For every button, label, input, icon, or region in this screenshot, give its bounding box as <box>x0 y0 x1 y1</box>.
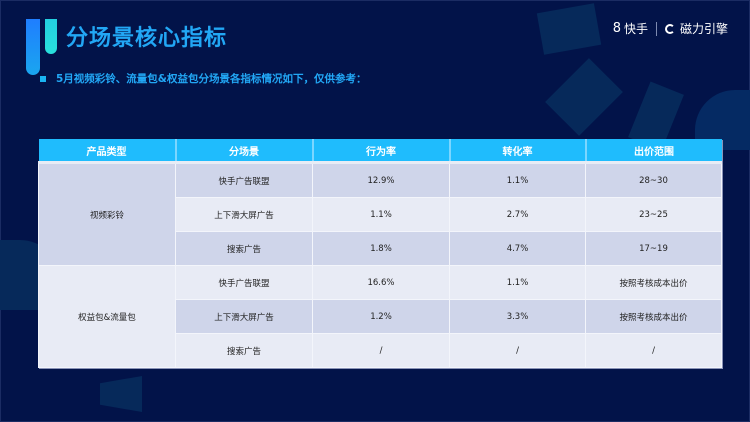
table-row: 视频彩铃 快手广告联盟 12.9% 1.1% 28~30 <box>38 162 722 266</box>
scene-cell: 快手广告联盟 <box>175 162 313 198</box>
table-header-row: 产品类型 分场景 行为率 转化率 出价范围 <box>38 139 722 164</box>
action-rate-cell: 12.9% <box>312 162 450 198</box>
kuaishou-label: 快手 <box>623 22 648 36</box>
header-scene: 分场景 <box>174 139 314 164</box>
bid-range-cell: 按照考核成本出价 <box>585 265 722 300</box>
conversion-rate-cell: 2.7% <box>449 197 586 232</box>
action-rate-cell: / <box>312 333 450 368</box>
subtitle-row: 5月视频彩铃、流量包&权益包分场景各指标情况如下，仅供参考： <box>40 71 366 86</box>
action-rate-cell: 1.2% <box>312 299 450 334</box>
header-conversion-rate: 转化率 <box>448 139 587 164</box>
conversion-rate-cell: 1.1% <box>449 265 586 300</box>
table-row: 上下滑大屏广告 1.2% 3.3% 按照考核成本出价 <box>39 299 722 334</box>
scene-cell: 快手广告联盟 <box>175 265 313 300</box>
metrics-table: 产品类型 分场景 行为率 转化率 出价范围 视频彩铃 快手广告联盟 12.9% … <box>38 139 722 368</box>
kuaishou-logo-icon: 8 <box>612 21 621 36</box>
bid-range-cell: 28~30 <box>585 162 722 198</box>
header-product-type: 产品类型 <box>38 139 177 164</box>
scene-cell: 搜索广告 <box>175 231 313 266</box>
product-cell: 视频彩铃 <box>38 162 176 266</box>
title-accent-bar-blue <box>26 19 40 75</box>
conversion-rate-cell: / <box>449 333 586 368</box>
scene-cell: 上下滑大屏广告 <box>175 197 313 232</box>
bid-range-cell: 按照考核成本出价 <box>585 299 722 334</box>
table-row: 权益包&流量包 快手广告联盟 16.6% 1.1% 按照考核成本出价 <box>38 265 722 368</box>
title-accent-bar-cyan <box>45 19 57 54</box>
bid-range-cell: 17~19 <box>585 231 722 266</box>
header-action-rate: 行为率 <box>311 139 451 164</box>
table-row: 上下滑大屏广告 1.1% 2.7% 23~25 <box>39 197 722 232</box>
bid-range-cell: / <box>585 333 722 368</box>
table-row: 搜索广告 / / / <box>39 333 722 368</box>
scene-cell: 上下滑大屏广告 <box>175 299 313 334</box>
bid-range-cell: 23~25 <box>585 197 722 232</box>
brand-divider <box>655 21 657 36</box>
subtitle-text: 5月视频彩铃、流量包&权益包分场景各指标情况如下，仅供参考： <box>56 73 367 85</box>
page-title: 分场景核心指标 <box>66 26 228 51</box>
header-bid-range: 出价范围 <box>584 139 722 164</box>
brand-logos: 8 快手 磁力引擎 <box>613 20 728 37</box>
conversion-rate-cell: 1.1% <box>449 162 586 198</box>
action-rate-cell: 16.6% <box>312 265 450 300</box>
product-cell: 权益包&流量包 <box>38 265 176 368</box>
scene-cell: 搜索广告 <box>175 333 313 368</box>
conversion-rate-cell: 3.3% <box>449 299 586 334</box>
conversion-rate-cell: 4.7% <box>449 231 586 266</box>
action-rate-cell: 1.8% <box>312 231 450 266</box>
cili-engine-logo-icon <box>664 23 675 34</box>
cili-label: 磁力引擎 <box>679 22 728 36</box>
action-rate-cell: 1.1% <box>312 197 450 232</box>
bullet-icon <box>40 75 46 82</box>
